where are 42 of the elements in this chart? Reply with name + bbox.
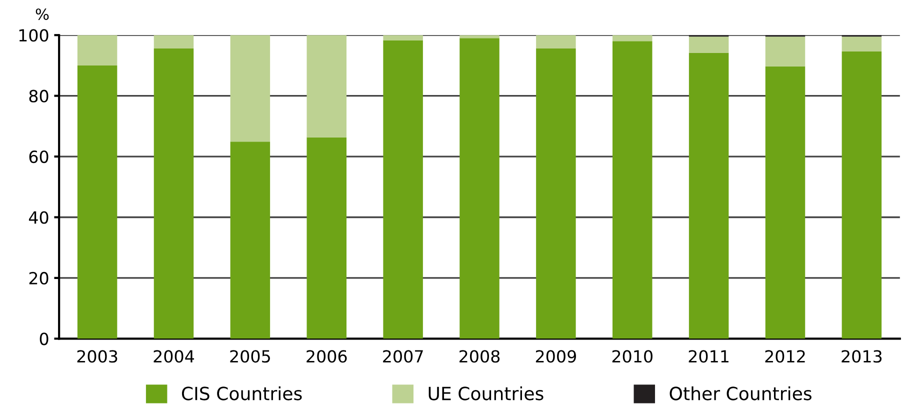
bar [230,35,270,142]
x-tick-label: 2004 [154,350,194,363]
x-tick-label: 2008 [460,350,500,363]
legend-label: CIS Countries [182,386,302,400]
x-tick-label: 2012 [765,350,805,363]
bar [612,41,652,339]
y-tick-label: 0 [40,332,48,346]
y-tick-label: 100 [19,29,48,42]
bar [688,36,729,54]
x-tick-label: 2003 [77,350,118,363]
legend-label: Other Countries [670,386,812,400]
bar [842,51,882,339]
y-tick-label: 20 [29,272,48,285]
bar [460,38,500,339]
bar [765,66,806,339]
bar [154,35,194,48]
y-tick-label: 80 [29,90,48,102]
x-tick-label: 2013 [842,350,882,363]
bar [383,40,423,339]
bar [77,35,118,66]
x-tick-label: 2006 [306,350,347,363]
y-tick-label: 60 [29,150,48,164]
y-tick-label: 40 [28,211,48,224]
legend-label: UE Countries [428,386,544,400]
bar [536,35,576,48]
x-tick-label: 2009 [536,350,576,363]
bar [612,35,652,42]
bar [688,53,729,339]
bar [77,65,118,339]
x-tick-label: 2011 [688,350,728,363]
y-axis-title: % [36,8,49,20]
bar [154,48,194,339]
bar [306,137,346,339]
bar [306,35,346,138]
bar [765,36,806,66]
bar [536,48,576,339]
bar [230,142,270,339]
x-tick-label: 2007 [383,350,423,363]
bar [842,36,882,52]
x-tick-label: 2005 [230,350,270,363]
bar [383,35,423,40]
x-tick-label: 2010 [612,350,652,363]
